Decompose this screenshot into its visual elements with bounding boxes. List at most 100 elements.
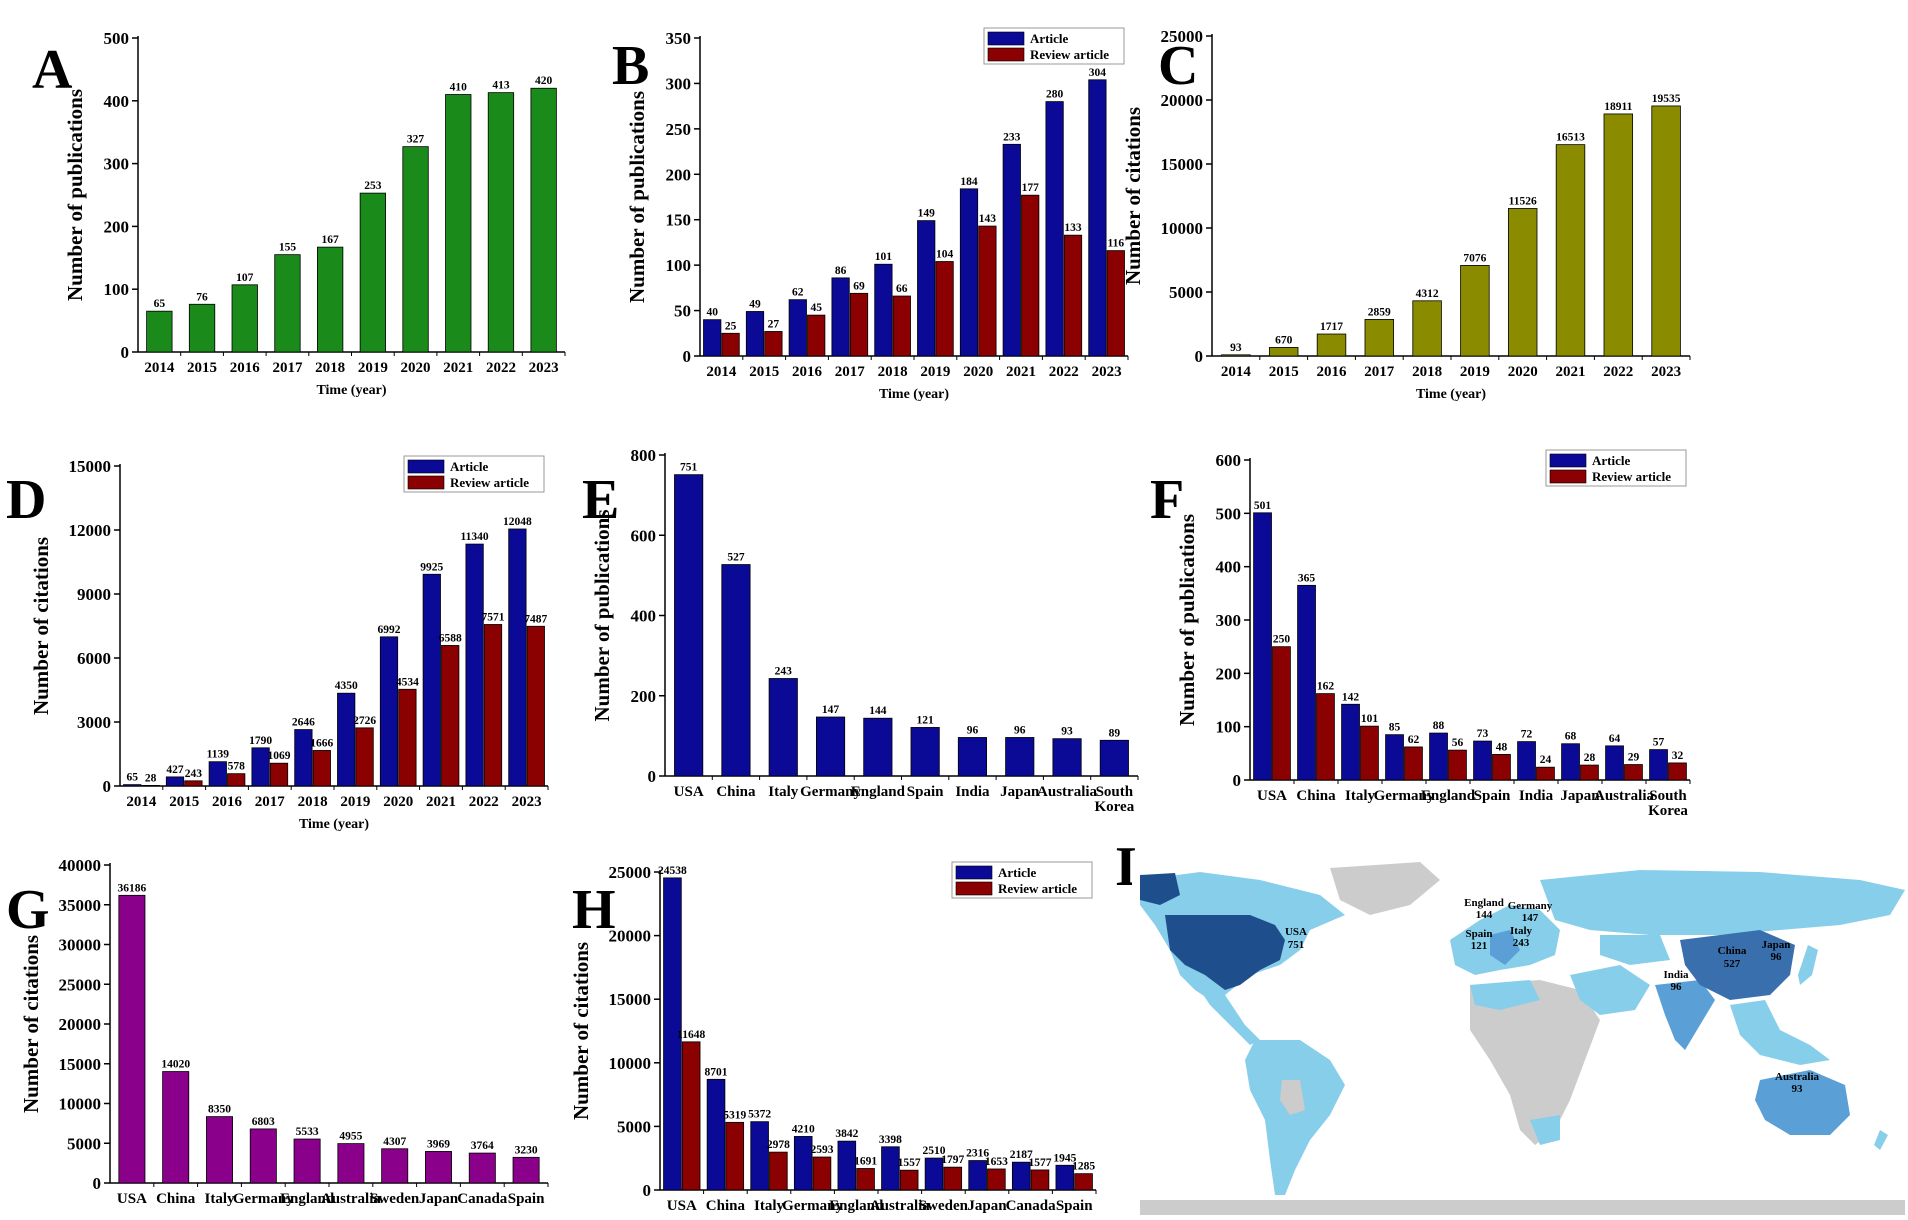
bar-value-label: 3764 [471,1140,494,1152]
x-tick-label: 2016 [230,360,261,376]
y-tick-label: 500 [104,29,130,48]
x-tick-label: Japan [1000,784,1040,800]
new-zealand-shape [1874,1130,1888,1150]
bar-value-label: 670 [1275,334,1293,346]
bar-citations [1555,144,1586,357]
y-tick-label: 0 [683,347,692,366]
bar-value-label: 3969 [427,1138,450,1150]
bar-value-label: 2726 [353,715,376,727]
bar-value-label: 101 [1361,713,1379,725]
bar-article [379,636,399,787]
x-tick-label: Germany [233,1191,294,1207]
bar-citations [1268,347,1299,357]
y-tick-label: 25000 [1161,27,1204,46]
y-tick-label: 50 [674,302,691,321]
bolivia-paraguay-shape [1280,1080,1305,1115]
bar-article [663,877,682,1191]
panel-label-B: B [612,35,649,97]
y-tick-label: 0 [103,777,112,796]
southeast-asia-shape [1730,1000,1830,1065]
bar-article [1429,732,1448,781]
x-tick-label: 2018 [878,364,908,380]
bar-value-label: 1285 [1072,1161,1095,1173]
x-tick-label: 2016 [212,794,243,810]
bar-value-label: 7076 [1463,252,1486,264]
bar-value-label: 5372 [748,1109,771,1121]
panel-label-F: F [1150,469,1184,531]
bar-value-label: 410 [450,82,468,94]
y-tick-label: 3000 [77,713,111,732]
bar-value-label: 11648 [677,1029,705,1041]
bar-review-article [441,645,460,787]
bar-citations [425,1151,452,1184]
panel-label-E: E [582,469,619,531]
x-tick-label: 2014 [126,794,157,810]
bar-review-article [227,773,246,787]
bar-value-label: 7571 [482,611,505,623]
central-asia-shape [1600,935,1670,965]
bar-value-label: 1717 [1320,321,1343,333]
bar-value-label: 6803 [252,1116,275,1128]
x-tick-label: China [716,784,756,800]
x-tick-label: Japan [967,1198,1007,1214]
map-label-australia: Australia 93 [1775,1071,1820,1095]
india-shape [1655,980,1715,1050]
bar-value-label: 501 [1254,500,1272,512]
bar-review-article [1624,764,1643,781]
bar-review-article [1360,725,1379,781]
y-tick-label: 30000 [59,936,102,955]
x-tick-label: 2020 [383,794,413,810]
bar-value-label: 85 [1389,722,1401,734]
bar-article [917,220,936,357]
x-tick-label: 2023 [512,794,542,810]
legend-label: Article [1592,453,1630,468]
greenland-shape [1330,862,1440,915]
y-tick-label: 20000 [59,1015,102,1034]
y-tick-label: 0 [121,343,130,362]
x-tick-label: 2014 [144,360,175,376]
bar-article [1088,79,1107,357]
x-tick-label: 2021 [1006,364,1036,380]
bar-article [1011,1161,1031,1191]
bar-review-article [1106,250,1125,357]
bar-value-label: 68 [1565,731,1577,743]
bar-article [1045,101,1064,357]
x-tick-label: 2021 [426,794,456,810]
bar-value-label: 578 [228,761,246,773]
map-country-usa: USA [1285,926,1307,938]
x-tick-label: 2015 [169,794,199,810]
bar-publications [863,717,893,777]
y-tick-label: 10000 [609,1054,652,1073]
bar-citations [381,1148,409,1184]
bar-article [706,1078,726,1191]
chart-panel-d: D 0 3000 6000 9000 12000 15000 Number of citati… [6,455,549,832]
y-tick-label: 200 [666,165,692,184]
bar-review-article [184,780,203,787]
bar-article [1649,749,1668,781]
europe-highlight-shape [1490,930,1520,965]
x-tick-label: England [851,784,906,800]
bar-review-article [1580,764,1599,781]
map-value-italy: 243 [1513,937,1530,949]
x-tick-label: Spain [1474,788,1511,804]
x-tick-label: England [1421,788,1476,804]
bar-value-label: 167 [322,234,340,246]
map-value-china: 527 [1724,958,1741,970]
bar-value-label: 2316 [966,1148,989,1160]
bar-article [703,319,722,357]
bar-article [1385,734,1404,781]
bar-publications [359,192,386,353]
bar-value-label: 327 [407,134,425,146]
y-tick-label: 400 [104,92,130,111]
bar-value-label: 48 [1496,741,1508,753]
bar-review-article [1272,646,1291,781]
bar-article [831,277,850,357]
bar-citations [206,1116,233,1184]
chart-panel-a: A 0 100 200 300 400 500 Number of publications 2… [32,29,566,398]
x-tick-label: 2016 [792,364,823,380]
bar-value-label: 49 [749,298,761,310]
y-tick-label: 0 [648,767,657,786]
bar-publications [445,94,472,353]
panel-label-G: G [6,879,50,941]
japan-shape [1798,945,1818,985]
